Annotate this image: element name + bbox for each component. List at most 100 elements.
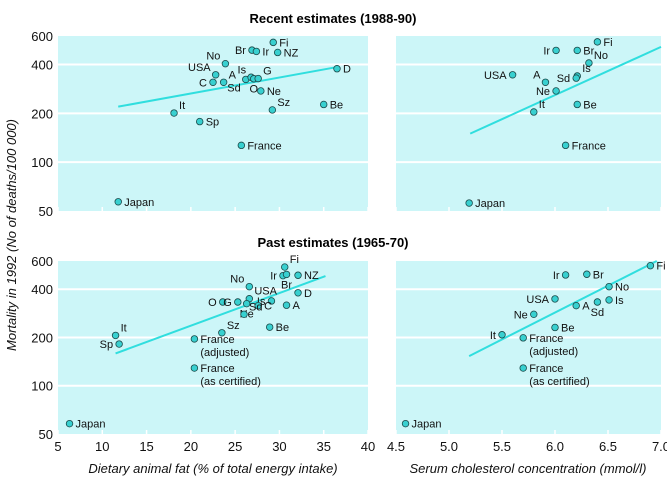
point-label: D	[304, 288, 312, 300]
point-label: USA	[254, 286, 277, 298]
data-point	[541, 78, 550, 86]
point-label: Sd	[557, 73, 570, 85]
point-label: Japan	[76, 419, 106, 431]
point-label: Ne	[514, 309, 528, 321]
point-label: Ir	[270, 271, 277, 283]
point-label-sub: (as certified)	[200, 376, 261, 388]
point-label: Fi	[290, 254, 299, 266]
data-point	[282, 301, 291, 309]
point-label: Is	[257, 296, 266, 308]
point-label: USA	[526, 294, 549, 306]
data-point	[508, 71, 517, 79]
data-point	[281, 263, 289, 271]
point-label: USA	[188, 62, 211, 74]
data-point	[552, 46, 560, 55]
data-point	[333, 65, 341, 73]
point-label: A	[293, 300, 301, 312]
data-point	[605, 296, 613, 304]
point-label: France	[529, 333, 563, 345]
data-point	[190, 364, 199, 372]
data-point	[561, 271, 570, 279]
data-point	[572, 74, 580, 82]
data-point	[211, 71, 220, 79]
x-tick-label: 15	[139, 439, 153, 454]
point-label: France	[200, 334, 234, 346]
data-point	[551, 323, 559, 332]
data-point	[294, 271, 302, 279]
x-tick-label: 35	[316, 439, 330, 454]
point-label: No	[615, 282, 629, 294]
point-label: Be	[583, 99, 596, 111]
point-label: Is	[615, 295, 624, 307]
data-point	[573, 46, 581, 55]
point-label: Ir	[553, 270, 560, 282]
point-label: A	[229, 69, 237, 81]
x-tick-label: 6.0	[546, 439, 564, 454]
data-point	[498, 331, 506, 339]
point-label: Be	[330, 99, 343, 111]
plot-area	[396, 36, 661, 211]
point-label: Sp	[206, 117, 219, 129]
x-tick-label: 20	[184, 439, 198, 454]
panel-bottom-fat: 50 100 200 400 600 5 10 15 20 25 30 35 40 Fi Ir Br NZ No D…	[31, 254, 375, 454]
point-label: Sz	[227, 320, 240, 332]
point-label: D	[343, 64, 351, 76]
y-tick-label: 200	[31, 106, 53, 121]
data-point	[268, 106, 277, 114]
point-label: France	[200, 363, 234, 375]
data-point	[240, 310, 248, 319]
point-label: France	[529, 363, 563, 375]
x-axis-label-cholesterol: Serum cholesterol concentration (mmol/l)	[410, 461, 647, 476]
point-label: Is	[238, 64, 247, 76]
trend-line	[468, 260, 658, 358]
x-tick-label: 6.5	[599, 439, 617, 454]
point-label: Ir	[543, 45, 550, 57]
data-point	[65, 419, 74, 428]
data-point	[170, 109, 178, 117]
data-point	[265, 323, 274, 331]
point-label: Sd	[249, 301, 262, 313]
data-point	[572, 301, 580, 310]
point-label: No	[230, 274, 244, 286]
data-point	[583, 270, 591, 278]
data-point	[219, 298, 227, 306]
data-point	[320, 100, 328, 109]
data-point	[401, 419, 410, 428]
data-point	[234, 298, 242, 306]
data-point	[245, 282, 254, 291]
data-point	[282, 270, 291, 279]
point-label: Fi	[656, 261, 665, 273]
point-label: G	[263, 66, 272, 78]
data-point	[269, 38, 277, 47]
data-point	[561, 141, 570, 150]
y-tick-label: 400	[31, 58, 53, 73]
x-tick-label: 30	[272, 439, 286, 454]
point-label: Br	[583, 45, 594, 57]
data-point	[646, 261, 655, 270]
data-point	[115, 340, 123, 348]
point-label: It	[490, 330, 496, 342]
point-label: Ne	[267, 86, 281, 98]
data-point	[273, 48, 282, 57]
point-label: Fi	[603, 37, 612, 49]
data-point	[218, 329, 226, 337]
point-label: Br	[593, 269, 604, 281]
y-tick-label: 50	[39, 427, 53, 442]
point-label: Japan	[412, 419, 442, 431]
data-point	[242, 299, 251, 308]
y-tick-label: 100	[31, 379, 53, 394]
y-axis-label: Mortality in 1992 (No of deaths/100 000)	[4, 119, 19, 351]
point-label: No	[206, 51, 220, 63]
x-axis-label-fat: Dietary animal fat (% of total energy in…	[88, 461, 337, 476]
data-point	[190, 335, 199, 343]
point-label: Japan	[475, 198, 505, 210]
x-tick-label: 5.5	[493, 439, 511, 454]
data-point	[267, 297, 276, 305]
data-point	[519, 364, 527, 372]
data-point	[465, 199, 473, 207]
point-label: Is	[582, 63, 591, 75]
point-label: Japan	[124, 197, 154, 209]
